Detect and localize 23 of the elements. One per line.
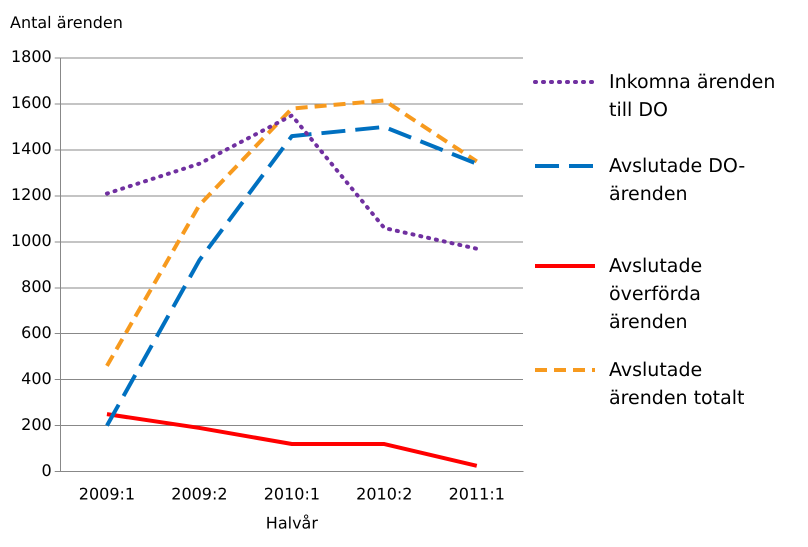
x-tick-label: 2009:2	[171, 484, 228, 504]
y-tick-label: 600	[21, 322, 52, 342]
y-tick-label: 0	[42, 460, 52, 480]
x-tick-label: 2010:2	[356, 484, 412, 504]
x-tick-label: 2009:1	[78, 484, 136, 504]
legend-label: Avslutade överförda ärenden	[609, 254, 704, 335]
legend-label: Avslutade DO-ärenden	[609, 154, 746, 207]
y-axis-title: Antal ärenden	[10, 13, 123, 32]
y-tick-label: 1200	[11, 185, 52, 204]
y-tick-label: 1000	[11, 230, 52, 250]
y-tick-label: 1800	[11, 47, 52, 66]
y-tick-label: 1600	[11, 93, 52, 112]
line-series	[104, 98, 479, 368]
x-tick-label: 2010:1	[264, 484, 320, 504]
y-tick-label: 400	[21, 368, 52, 388]
line-series	[104, 113, 479, 251]
y-tick-label: 200	[21, 414, 52, 434]
legend-label: Avslutade ärenden totalt	[609, 358, 746, 411]
legend-label: Inkomna ärenden till DO	[609, 70, 776, 123]
y-tick-label: 800	[21, 276, 52, 296]
y-tick-label: 1400	[11, 139, 52, 158]
x-tick-label: 2011:1	[448, 484, 505, 504]
x-axis-title: Halvår	[266, 514, 318, 533]
